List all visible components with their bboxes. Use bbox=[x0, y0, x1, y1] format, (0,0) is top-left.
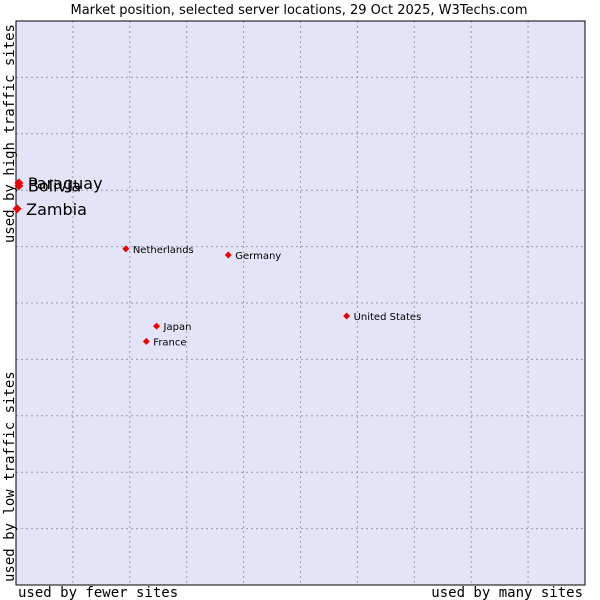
point-united-states bbox=[343, 312, 351, 320]
point-label-germany: Germany bbox=[235, 251, 281, 262]
point-netherlands bbox=[122, 245, 130, 253]
chart-title: Market position, selected server locatio… bbox=[70, 3, 527, 18]
grid-lines bbox=[16, 21, 585, 585]
point-label-united-states: United States bbox=[354, 312, 422, 323]
point-germany bbox=[224, 251, 232, 259]
point-label-bolivia: Bolivia bbox=[28, 177, 81, 196]
point-label-paraguay: Paraguay bbox=[28, 174, 103, 193]
x-axis-label-right: used by many sites bbox=[431, 585, 583, 600]
point-japan bbox=[153, 322, 161, 330]
point-label-zambia: Zambia bbox=[26, 200, 87, 219]
point-label-netherlands: Netherlands bbox=[133, 245, 194, 256]
y-axis-label-top: used by high traffic sites bbox=[2, 24, 18, 243]
point-label-france: France bbox=[153, 337, 186, 348]
point-france bbox=[142, 337, 150, 345]
plot-frame bbox=[15, 20, 586, 586]
x-axis-label-left: used by fewer sites bbox=[18, 585, 178, 600]
point-label-japan: Japan bbox=[163, 322, 192, 333]
point-bolivia bbox=[14, 181, 24, 191]
y-axis-label-bottom: used by low traffic sites bbox=[2, 371, 18, 582]
point-zambia bbox=[12, 204, 22, 214]
